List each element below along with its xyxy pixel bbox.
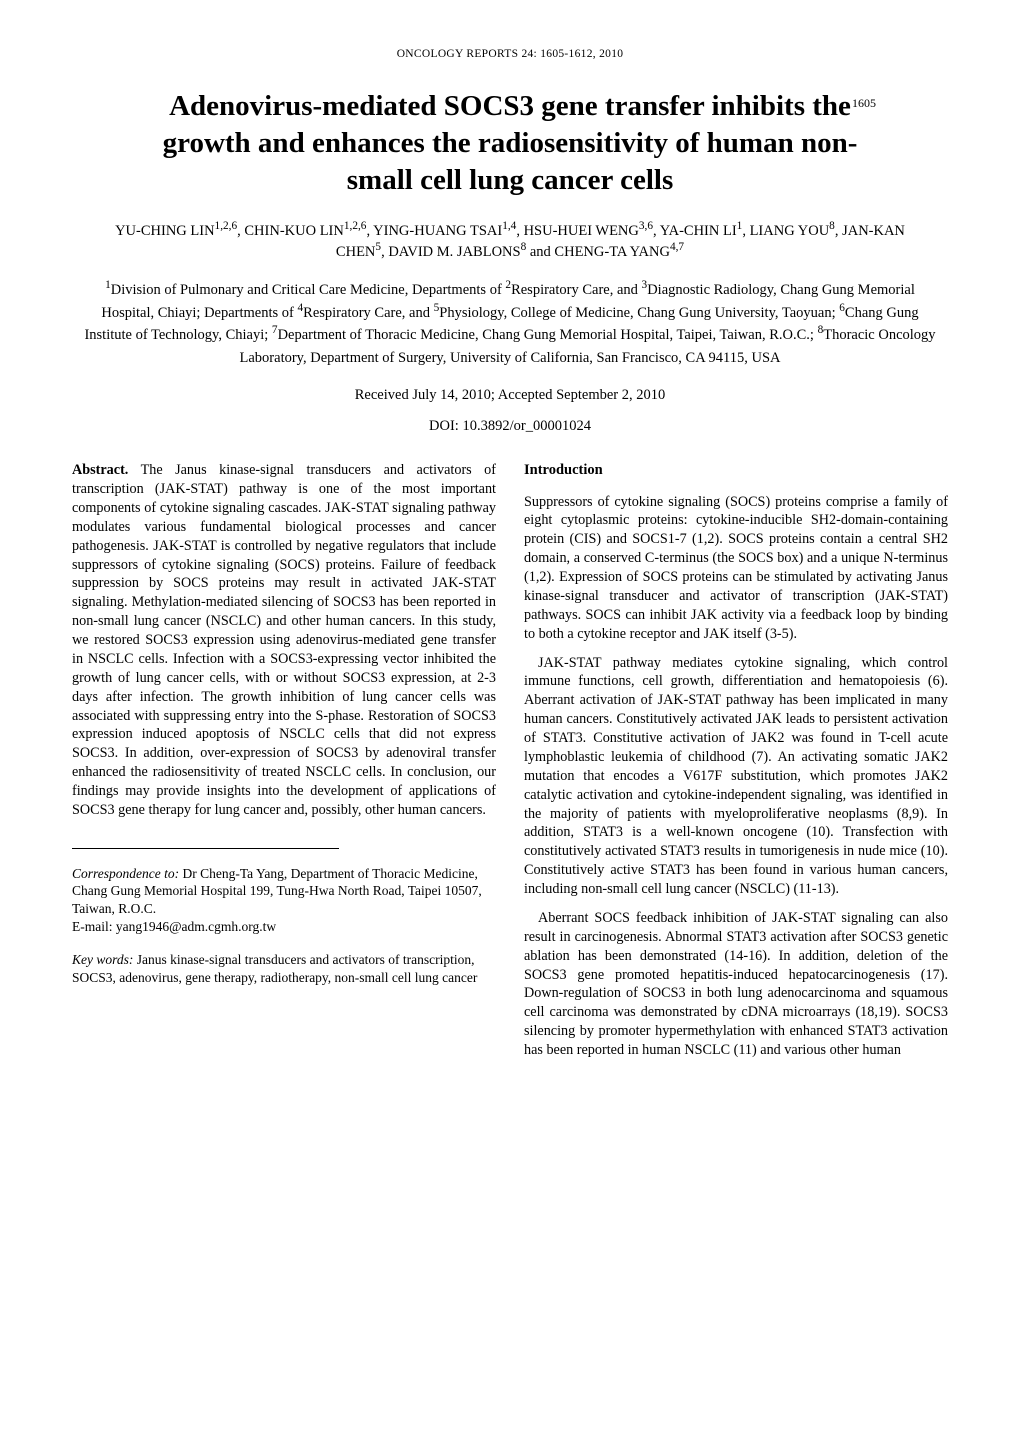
affiliations: 1Division of Pulmonary and Critical Care…: [80, 279, 940, 369]
email-address: yang1946@adm.cgmh.org.tw: [116, 919, 276, 934]
introduction-heading: Introduction: [524, 461, 948, 480]
footer-block: Correspondence to: Dr Cheng-Ta Yang, Dep…: [72, 848, 496, 986]
received-accepted-dates: Received July 14, 2010; Accepted Septemb…: [72, 387, 948, 404]
doi: DOI: 10.3892/or_00001024: [72, 418, 948, 435]
abstract: Abstract. The Janus kinase-signal transd…: [72, 461, 496, 820]
correspondence-label: Correspondence to:: [72, 866, 179, 881]
page-number: 1605: [852, 96, 876, 111]
intro-para-3: Aberrant SOCS feedback inhibition of JAK…: [524, 909, 948, 1060]
abstract-text: The Janus kinase-signal transducers and …: [72, 462, 496, 818]
correspondence: Correspondence to: Dr Cheng-Ta Yang, Dep…: [72, 865, 496, 935]
email-label: E-mail:: [72, 919, 116, 934]
intro-para-1: Suppressors of cytokine signaling (SOCS)…: [524, 493, 948, 644]
separator-rule: [72, 848, 339, 849]
body-columns: Abstract. The Janus kinase-signal transd…: [72, 461, 948, 1070]
abstract-label: Abstract.: [72, 462, 128, 478]
keywords-text: Janus kinase-signal transducers and acti…: [72, 952, 477, 985]
running-head: ONCOLOGY REPORTS 24: 1605-1612, 2010: [72, 48, 948, 60]
author-list: YU-CHING LIN1,2,6, CHIN-KUO LIN1,2,6, YI…: [92, 221, 928, 263]
intro-para-2: JAK-STAT pathway mediates cytokine signa…: [524, 654, 948, 899]
keywords-label: Key words:: [72, 952, 133, 967]
article-title: Adenovirus-mediated SOCS3 gene transfer …: [132, 88, 888, 199]
keywords: Key words: Janus kinase-signal transduce…: [72, 951, 496, 986]
